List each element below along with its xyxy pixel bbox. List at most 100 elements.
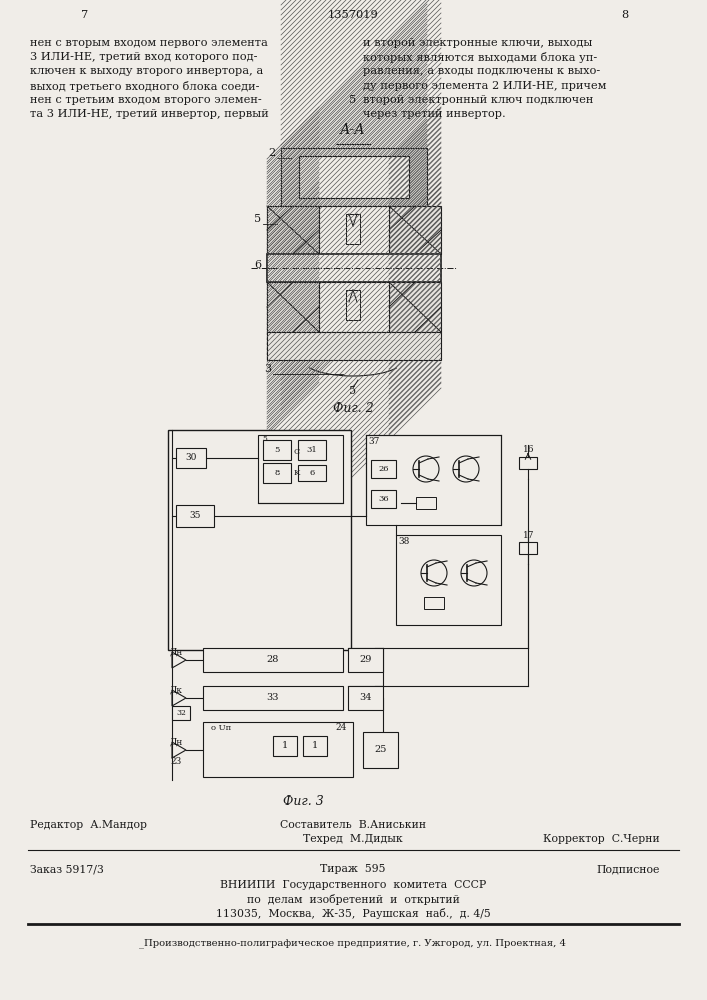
Bar — [363, 732, 398, 768]
Text: 33: 33 — [267, 694, 279, 702]
Bar — [366, 435, 501, 525]
Text: Фиг. 2: Фиг. 2 — [332, 402, 373, 415]
Text: нен с вторым входом первого элемента: нен с вторым входом первого элемента — [30, 38, 268, 48]
Text: 32: 32 — [176, 709, 186, 717]
Bar — [203, 648, 343, 672]
Text: 25: 25 — [374, 746, 387, 754]
Bar — [389, 282, 441, 332]
Bar — [281, 148, 427, 206]
Text: 5: 5 — [349, 95, 356, 105]
Text: 16: 16 — [523, 446, 534, 454]
Text: ключен к выходу второго инвертора, а: ключен к выходу второго инвертора, а — [30, 66, 263, 76]
Text: 8: 8 — [274, 469, 280, 477]
Text: Фиг. 3: Фиг. 3 — [283, 795, 323, 808]
Bar — [299, 156, 409, 198]
Bar — [258, 435, 343, 503]
Text: Составитель  В.Аниськин: Составитель В.Аниськин — [280, 820, 426, 830]
Text: 30: 30 — [185, 454, 197, 462]
Bar — [267, 206, 319, 254]
Text: 5: 5 — [254, 214, 261, 224]
Bar — [267, 206, 319, 254]
Text: ВНИИПИ  Государственного  комитета  СССР: ВНИИПИ Государственного комитета СССР — [220, 880, 486, 890]
Text: Заказ 5917/3: Заказ 5917/3 — [30, 864, 104, 874]
Text: 3: 3 — [264, 364, 271, 374]
Text: 7: 7 — [81, 10, 88, 20]
Bar — [267, 332, 441, 360]
Bar — [519, 542, 537, 554]
Text: 17: 17 — [523, 530, 534, 540]
Text: 34: 34 — [359, 694, 372, 702]
Text: нен с третьим входом второго элемен-: нен с третьим входом второго элемен- — [30, 95, 262, 105]
Text: ду первого элемента 2 ИЛИ-НЕ, причем: ду первого элемента 2 ИЛИ-НЕ, причем — [363, 81, 607, 91]
Bar — [176, 448, 206, 468]
Text: Дк: Дк — [170, 686, 183, 694]
Bar — [203, 722, 353, 777]
Bar — [273, 736, 297, 756]
Text: та 3 ИЛИ-НЕ, третий инвертор, первый: та 3 ИЛИ-НЕ, третий инвертор, первый — [30, 109, 269, 119]
Text: 1: 1 — [282, 742, 288, 750]
Text: выход третьего входного блока соеди-: выход третьего входного блока соеди- — [30, 81, 259, 92]
Bar — [267, 282, 319, 332]
Bar — [348, 648, 383, 672]
Text: 35: 35 — [189, 512, 201, 520]
Bar — [519, 457, 537, 469]
Bar — [267, 332, 441, 360]
Bar — [424, 597, 444, 609]
Text: Подписное: Подписное — [597, 864, 660, 874]
Text: которых являются выходами блока уп-: которых являются выходами блока уп- — [363, 52, 597, 63]
Text: 3 ИЛИ-НЕ, третий вход которого под-: 3 ИЛИ-НЕ, третий вход которого под- — [30, 52, 257, 62]
Text: 23: 23 — [170, 758, 181, 766]
Text: 26: 26 — [378, 465, 389, 473]
Text: Дн: Дн — [170, 738, 183, 746]
Text: 113035,  Москва,  Ж-35,  Раушская  наб.,  д. 4/5: 113035, Москва, Ж-35, Раушская наб., д. … — [216, 908, 491, 919]
Bar — [389, 282, 441, 332]
Text: равления, а входы подключены к выхо-: равления, а входы подключены к выхо- — [363, 66, 600, 76]
Text: 6: 6 — [310, 469, 315, 477]
Text: 28: 28 — [267, 656, 279, 664]
Text: 2: 2 — [268, 148, 275, 158]
Text: Дн: Дн — [170, 648, 183, 656]
Bar — [346, 214, 360, 244]
Bar — [263, 463, 291, 483]
Text: Техред  М.Дидык: Техред М.Дидык — [303, 834, 403, 844]
Text: через третий инвертор.: через третий инвертор. — [363, 109, 506, 119]
Text: K: K — [294, 469, 300, 477]
Text: C: C — [294, 448, 300, 456]
Bar — [371, 460, 396, 478]
Text: и второй электронные ключи, выходы: и второй электронные ключи, выходы — [363, 38, 592, 48]
Bar — [389, 206, 441, 254]
Bar — [371, 490, 396, 508]
Bar — [281, 148, 427, 206]
Bar — [231, 740, 253, 754]
Text: Корректор  С.Черни: Корректор С.Черни — [543, 834, 660, 844]
Text: 24: 24 — [335, 724, 346, 732]
Text: 1: 1 — [312, 742, 318, 750]
Bar — [168, 430, 351, 650]
Bar — [267, 254, 441, 282]
Text: 31: 31 — [307, 446, 317, 454]
Text: 5: 5 — [349, 386, 356, 396]
Bar — [298, 440, 326, 460]
Text: 8: 8 — [621, 10, 629, 20]
Bar — [346, 290, 360, 320]
Bar — [396, 535, 501, 625]
Bar — [267, 282, 319, 332]
Text: 5: 5 — [262, 435, 267, 443]
Text: 6: 6 — [254, 260, 261, 270]
Bar — [298, 465, 326, 481]
Bar — [176, 505, 214, 527]
Text: Тираж  595: Тираж 595 — [320, 864, 386, 874]
Text: 1357019: 1357019 — [327, 10, 378, 20]
Text: 5: 5 — [274, 446, 280, 454]
Text: 38: 38 — [398, 536, 409, 546]
Bar — [319, 282, 389, 332]
Text: 37: 37 — [368, 436, 380, 446]
Text: 36: 36 — [378, 495, 389, 503]
Text: 29: 29 — [359, 656, 372, 664]
Bar — [389, 206, 441, 254]
Text: А-А: А-А — [340, 123, 366, 137]
Text: о Uп: о Uп — [211, 724, 231, 732]
Bar — [263, 440, 291, 460]
Bar — [203, 686, 343, 710]
Text: _Производственно-полиграфическое предприятие, г. Ужгород, ул. Проектная, 4: _Производственно-полиграфическое предпри… — [139, 938, 566, 948]
